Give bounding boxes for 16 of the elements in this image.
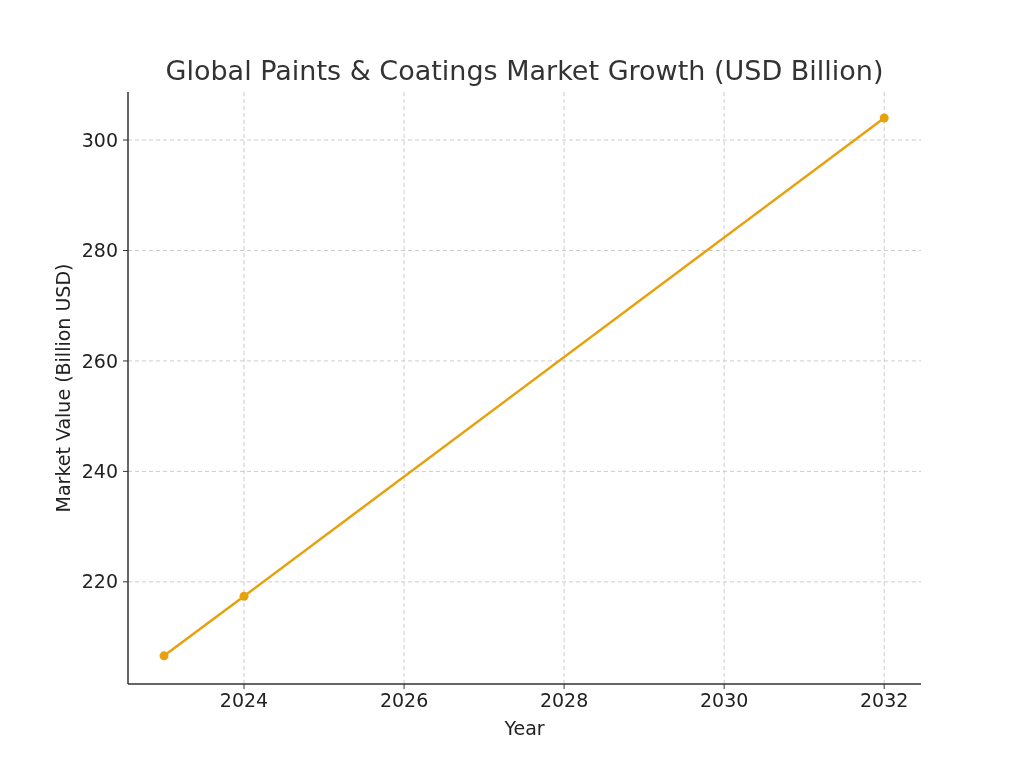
y-tick-label: 260 bbox=[81, 349, 118, 372]
x-tick-label: 2030 bbox=[699, 689, 749, 711]
x-axis-title: Year bbox=[503, 717, 545, 739]
x-tick-label: 2032 bbox=[860, 689, 909, 711]
x-tick-label: 2028 bbox=[539, 689, 589, 711]
x-tick-label: 2026 bbox=[379, 689, 429, 711]
y-tick-label: 220 bbox=[81, 570, 118, 593]
point bbox=[159, 651, 169, 661]
y-tick-label: 280 bbox=[81, 239, 118, 262]
y-tick-label: 300 bbox=[81, 128, 118, 151]
x-tick-label: 2024 bbox=[219, 689, 269, 711]
point bbox=[879, 113, 889, 123]
y-tick-label: 240 bbox=[81, 460, 118, 483]
chart-title: Global Paints & Coatings Market Growth (USD Billion) bbox=[165, 55, 884, 86]
y-axis-title: Market Value (Billion USD) bbox=[52, 263, 74, 513]
point bbox=[239, 591, 249, 601]
